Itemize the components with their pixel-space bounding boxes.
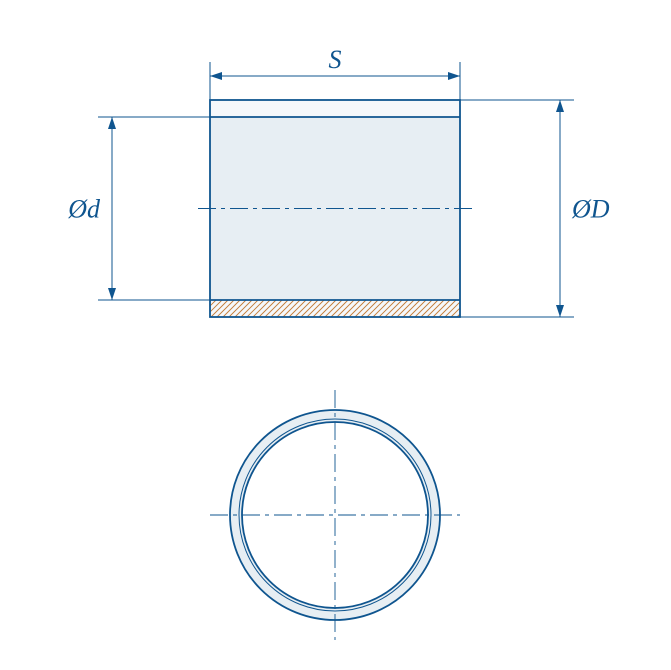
wall-bottom — [210, 300, 460, 317]
technical-drawing: S Ød ØD — [0, 0, 671, 670]
arrow-head — [108, 117, 116, 129]
label-s: S — [329, 45, 342, 74]
arrow-head — [108, 288, 116, 300]
label-D: ØD — [571, 195, 610, 224]
inner-circle — [242, 422, 428, 608]
arrow-head — [556, 100, 564, 112]
arrow-head — [448, 72, 460, 80]
wall-top — [210, 100, 460, 117]
label-d: Ød — [67, 195, 101, 224]
arrow-head — [556, 305, 564, 317]
arrow-head — [210, 72, 222, 80]
